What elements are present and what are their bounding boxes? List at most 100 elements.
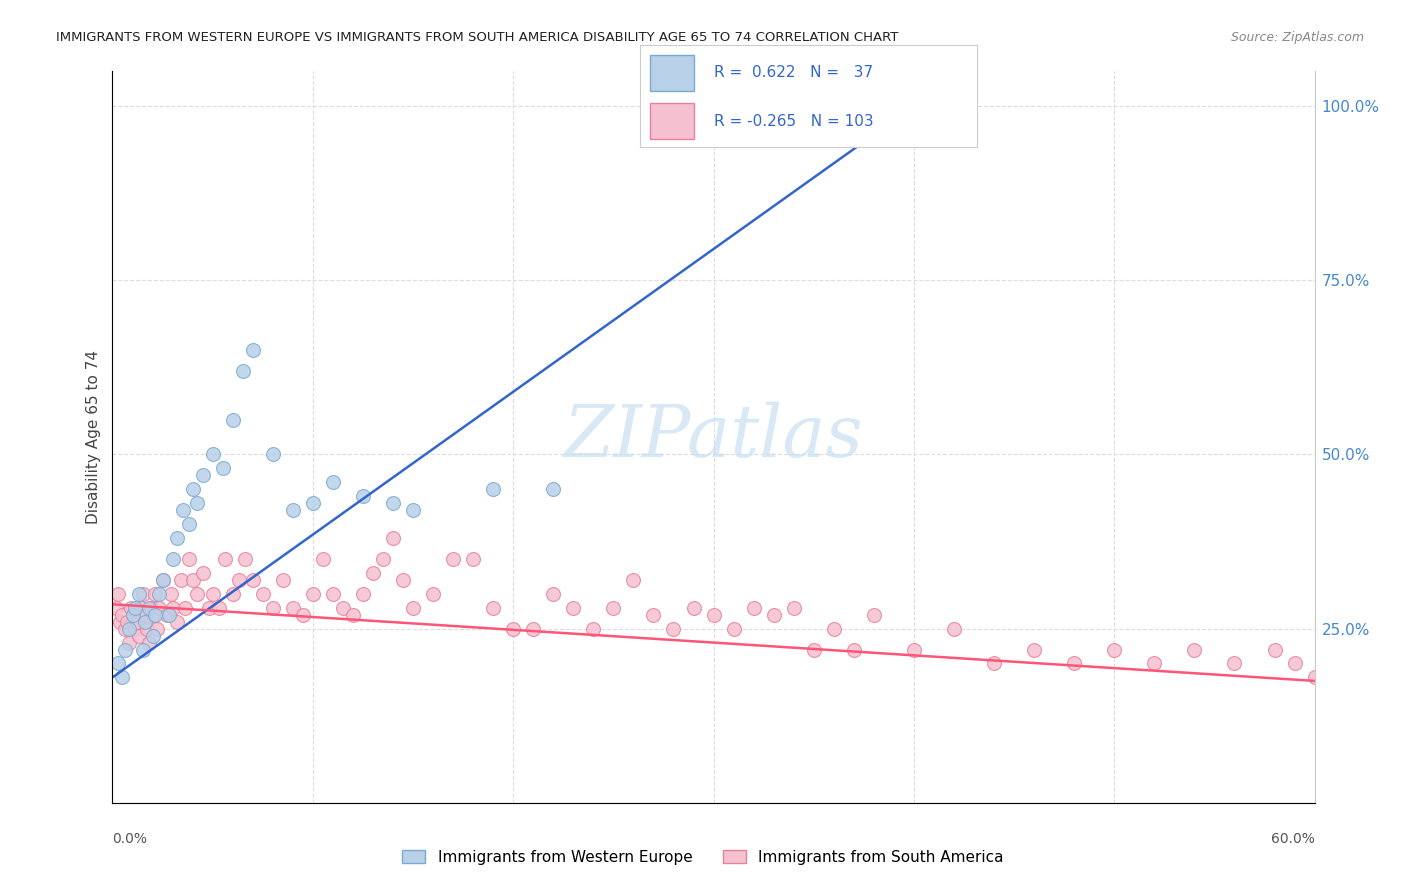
Point [371, 552, 394, 566]
Point [138, 635, 160, 649]
Point [281, 600, 304, 615]
Point [173, 600, 195, 615]
Point [823, 622, 845, 636]
Point [842, 642, 865, 657]
Point [191, 468, 214, 483]
Point [271, 573, 294, 587]
Point [602, 600, 624, 615]
Point [162, 552, 184, 566]
Point [162, 600, 184, 615]
Point [402, 600, 425, 615]
Point [242, 343, 264, 357]
Point [1284, 657, 1306, 671]
Point [1323, 684, 1346, 698]
Point [111, 670, 134, 684]
Text: R =  0.622   N =   37: R = 0.622 N = 37 [714, 65, 873, 80]
Point [134, 615, 156, 629]
Point [152, 573, 174, 587]
Point [115, 615, 138, 629]
Point [117, 635, 139, 649]
Point [281, 503, 304, 517]
Point [643, 607, 665, 622]
Point [1063, 657, 1085, 671]
Point [332, 600, 354, 615]
Point [782, 600, 804, 615]
Point [121, 607, 143, 622]
Point [482, 600, 505, 615]
Point [131, 587, 153, 601]
Point [461, 552, 484, 566]
Point [361, 566, 384, 580]
Point [543, 587, 565, 601]
Text: IMMIGRANTS FROM WESTERN EUROPE VS IMMIGRANTS FROM SOUTH AMERICA DISABILITY AGE 6: IMMIGRANTS FROM WESTERN EUROPE VS IMMIGR… [56, 31, 898, 45]
Point [143, 607, 166, 622]
Point [138, 600, 160, 615]
Point [233, 552, 256, 566]
Y-axis label: Disability Age 65 to 74: Disability Age 65 to 74 [86, 350, 101, 524]
Point [121, 607, 143, 622]
Point [522, 622, 544, 636]
Text: 60.0%: 60.0% [1271, 832, 1315, 846]
Point [186, 496, 208, 510]
Point [903, 642, 925, 657]
Point [145, 622, 167, 636]
Point [228, 573, 250, 587]
Point [1264, 642, 1286, 657]
Point [172, 503, 194, 517]
FancyBboxPatch shape [650, 103, 693, 139]
Point [177, 552, 200, 566]
Point [143, 587, 166, 601]
Point [128, 587, 150, 601]
Point [682, 600, 704, 615]
Point [141, 629, 163, 643]
Point [862, 607, 886, 622]
Point [1344, 670, 1367, 684]
Point [662, 622, 685, 636]
Point [1364, 691, 1386, 706]
Point [262, 448, 284, 462]
Point [1384, 677, 1406, 691]
Point [124, 622, 146, 636]
Point [148, 600, 170, 615]
Point [177, 517, 200, 532]
Point [120, 600, 142, 615]
Point [762, 607, 785, 622]
Point [291, 607, 314, 622]
Point [135, 622, 157, 636]
Point [562, 600, 585, 615]
Point [134, 607, 156, 622]
Point [983, 657, 1005, 671]
Point [155, 607, 177, 622]
Point [191, 566, 214, 580]
Point [166, 615, 188, 629]
Point [803, 642, 825, 657]
Point [181, 483, 204, 497]
Point [110, 615, 132, 629]
Point [139, 600, 162, 615]
Point [1184, 642, 1206, 657]
Point [352, 489, 374, 503]
Point [114, 622, 136, 636]
Point [117, 622, 139, 636]
Point [159, 587, 181, 601]
Point [125, 615, 148, 629]
Point [222, 587, 245, 601]
Point [582, 622, 605, 636]
Point [232, 364, 254, 378]
Point [157, 607, 180, 622]
Point [702, 607, 725, 622]
Point [214, 552, 236, 566]
Text: ZIPatlas: ZIPatlas [564, 401, 863, 473]
Point [186, 587, 208, 601]
Point [169, 573, 191, 587]
Point [381, 496, 405, 510]
Text: Source: ZipAtlas.com: Source: ZipAtlas.com [1230, 31, 1364, 45]
Point [129, 600, 152, 615]
Point [322, 475, 344, 490]
Point [124, 600, 146, 615]
Point [141, 607, 163, 622]
Point [208, 600, 231, 615]
Point [1223, 657, 1246, 671]
Point [502, 622, 524, 636]
Point [105, 600, 128, 615]
